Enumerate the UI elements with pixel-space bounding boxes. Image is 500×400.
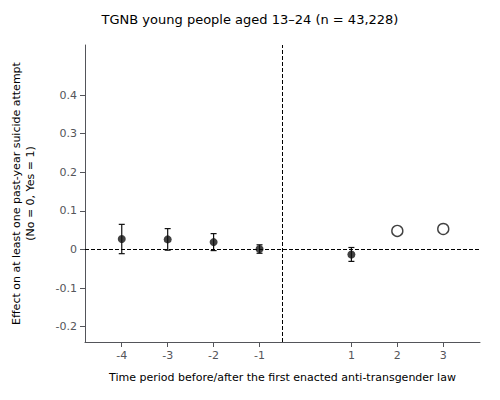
svg-text:(No = 0, Yes = 1): (No = 0, Yes = 1) <box>24 146 37 241</box>
svg-text:0.3: 0.3 <box>60 127 78 140</box>
svg-text:1: 1 <box>348 349 355 362</box>
svg-text:-3: -3 <box>162 349 173 362</box>
svg-text:-0.1: -0.1 <box>56 282 77 295</box>
svg-text:-1: -1 <box>254 349 265 362</box>
svg-text:Time period before/after the f: Time period before/after the first enact… <box>108 371 456 384</box>
svg-text:-0.2: -0.2 <box>56 320 77 333</box>
svg-text:3: 3 <box>440 349 447 362</box>
svg-text:Effect on at least one past-ye: Effect on at least one past-year suicide… <box>10 61 23 324</box>
svg-text:-2: -2 <box>208 349 219 362</box>
svg-text:0.4: 0.4 <box>60 89 78 102</box>
svg-text:0.2: 0.2 <box>60 166 78 179</box>
svg-text:0: 0 <box>70 243 77 256</box>
svg-text:0.1: 0.1 <box>60 204 78 217</box>
svg-text:2: 2 <box>394 349 401 362</box>
svg-text:-4: -4 <box>116 349 127 362</box>
svg-text:TGNB young people aged 13–24 (: TGNB young people aged 13–24 (n = 43,228… <box>101 12 399 27</box>
